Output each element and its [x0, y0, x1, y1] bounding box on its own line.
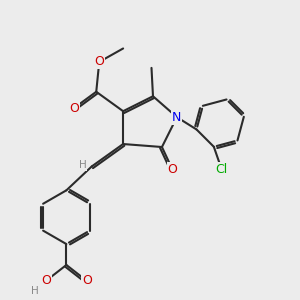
Text: H: H: [31, 286, 39, 296]
Text: H: H: [79, 160, 87, 170]
Text: O: O: [82, 274, 92, 287]
Text: Cl: Cl: [215, 163, 228, 176]
Text: O: O: [94, 56, 104, 68]
Text: O: O: [69, 102, 79, 115]
Text: N: N: [172, 111, 182, 124]
Text: O: O: [167, 163, 177, 176]
Text: O: O: [41, 274, 51, 287]
